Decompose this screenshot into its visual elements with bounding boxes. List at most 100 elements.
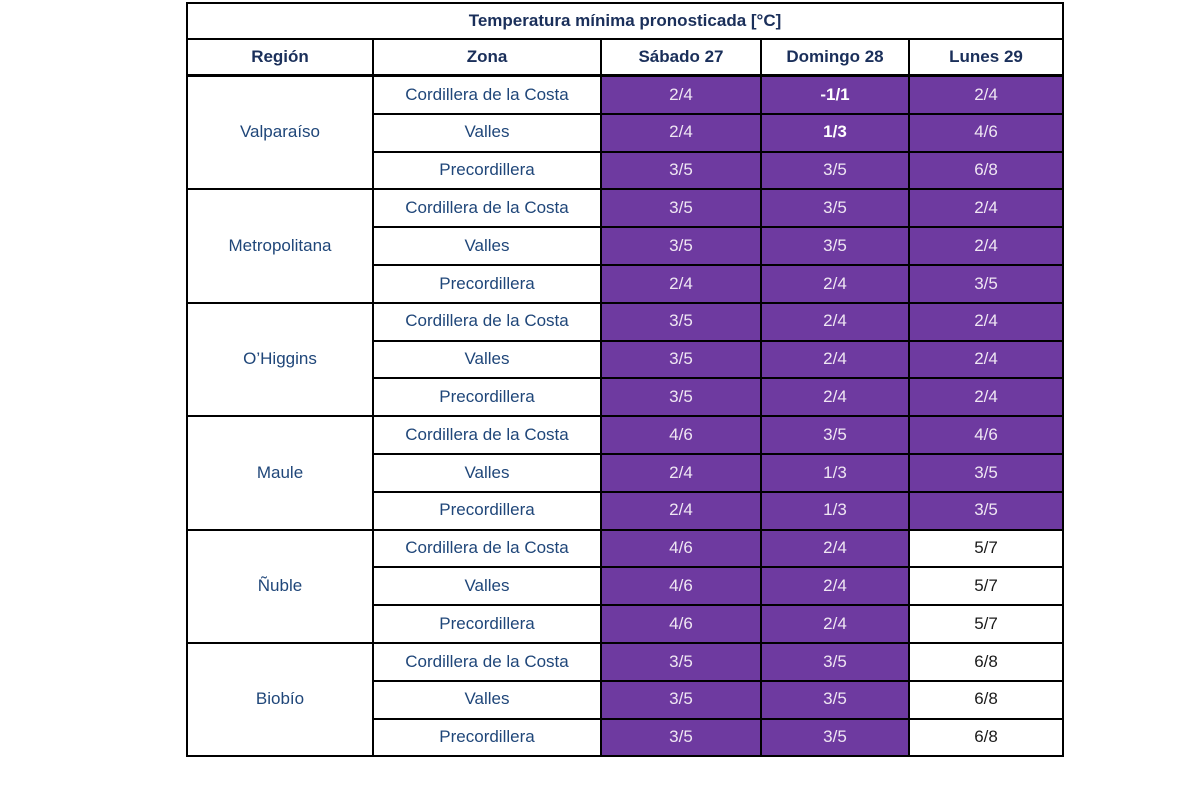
- table-header-row: Región Zona Sábado 27 Domingo 28 Lunes 2…: [186, 38, 1065, 77]
- zone-name: Precordillera: [372, 490, 602, 531]
- value-cell: 2/4: [907, 226, 1065, 266]
- value-cell: 2/4: [760, 566, 910, 607]
- column-header-lunes-29: Lunes 29: [907, 38, 1065, 77]
- zone-name: Cordillera de la Costa: [372, 641, 602, 682]
- value-cell: 2/4: [907, 188, 1065, 229]
- table-row: Precordillera 2/4 2/4 3/5: [187, 263, 1065, 304]
- value-cell: 3/5: [760, 415, 910, 455]
- value-cell: 3/5: [600, 301, 762, 342]
- value-cell: 3/5: [760, 226, 910, 266]
- value-cell: 4/6: [600, 604, 762, 644]
- table-title: Temperatura mínima pronosticada [°C]: [185, 2, 1065, 40]
- value-cell: 2/4: [760, 604, 910, 644]
- region-name-biobio: Biobío: [186, 641, 374, 758]
- zone-name: Cordillera de la Costa: [372, 301, 602, 342]
- table-row: Valles 3/5 3/5 2/4: [187, 226, 1065, 266]
- table-row: Valparaíso Cordillera de la Costa 2/4 -1…: [186, 74, 1065, 191]
- table-row: O’Higgins Cordillera de la Costa 3/5 2/4…: [186, 301, 1065, 418]
- table-row: Precordillera 2/4 1/3 3/5: [187, 490, 1065, 531]
- value-cell: 5/7: [907, 566, 1065, 607]
- region-name-valparaiso: Valparaíso: [186, 74, 374, 191]
- table-row: Valles 2/4 1/3 3/5: [187, 452, 1065, 493]
- value-cell: 3/5: [600, 641, 762, 682]
- value-cell: 3/5: [760, 188, 910, 229]
- region-name-nuble: Ñuble: [186, 528, 374, 644]
- value-cell: 3/5: [907, 452, 1065, 493]
- value-cell: 3/5: [600, 377, 762, 418]
- zone-name: Precordillera: [372, 604, 602, 644]
- value-cell: 3/5: [600, 150, 762, 191]
- value-cell: 6/8: [907, 150, 1065, 191]
- value-cell: 2/4: [600, 490, 762, 531]
- value-cell: 2/4: [760, 263, 910, 304]
- table-row: Metropolitana Cordillera de la Costa 3/5…: [186, 188, 1065, 304]
- value-cell: -1/1: [760, 74, 910, 115]
- table-row: Precordillera 3/5 3/5 6/8: [187, 150, 1065, 191]
- value-cell: 2/4: [760, 377, 910, 418]
- zone-name: Cordillera de la Costa: [372, 74, 602, 115]
- value-cell: 2/4: [760, 301, 910, 342]
- value-cell: 3/5: [760, 150, 910, 191]
- table-row: Valles 4/6 2/4 5/7: [187, 566, 1065, 607]
- value-cell: 3/5: [907, 263, 1065, 304]
- zone-name: Valles: [372, 679, 602, 720]
- zone-name: Valles: [372, 566, 602, 607]
- table-row: Maule Cordillera de la Costa 4/6 3/5 4/6: [186, 415, 1065, 531]
- value-cell: 2/4: [760, 528, 910, 569]
- value-cell: 4/6: [907, 415, 1065, 455]
- table-row: Valles 2/4 1/3 4/6: [187, 112, 1065, 153]
- table-row: Biobío Cordillera de la Costa 3/5 3/5 6/…: [186, 641, 1065, 758]
- value-cell: 4/6: [907, 112, 1065, 153]
- zone-name: Precordillera: [372, 377, 602, 418]
- value-cell: 2/4: [600, 74, 762, 115]
- value-cell: 2/4: [907, 74, 1065, 115]
- value-cell: 5/7: [907, 528, 1065, 569]
- value-cell: 6/8: [907, 641, 1065, 682]
- value-cell: 2/4: [907, 301, 1065, 342]
- zone-name: Precordillera: [372, 263, 602, 304]
- value-cell: 6/8: [907, 679, 1065, 720]
- value-cell: 2/4: [907, 339, 1065, 380]
- value-cell: 2/4: [600, 263, 762, 304]
- region-name-metropolitana: Metropolitana: [186, 188, 374, 304]
- value-cell: 1/3: [760, 452, 910, 493]
- column-header-region: Región: [186, 38, 374, 77]
- column-header-sabado-27: Sábado 27: [600, 38, 762, 77]
- table-row: Precordillera 3/5 2/4 2/4: [187, 377, 1065, 418]
- value-cell: 1/3: [760, 112, 910, 153]
- zone-name: Valles: [372, 112, 602, 153]
- value-cell: 3/5: [760, 641, 910, 682]
- region-name-ohiggins: O’Higgins: [186, 301, 374, 418]
- table-row: Valles 3/5 2/4 2/4: [187, 339, 1065, 380]
- column-header-domingo-28: Domingo 28: [760, 38, 910, 77]
- value-cell: 3/5: [600, 679, 762, 720]
- value-cell: 5/7: [907, 604, 1065, 644]
- value-cell: 3/5: [600, 226, 762, 266]
- zone-name: Precordillera: [372, 150, 602, 191]
- value-cell: 4/6: [600, 528, 762, 569]
- value-cell: 4/6: [600, 415, 762, 455]
- zone-name: Precordillera: [372, 717, 602, 758]
- value-cell: 2/4: [600, 112, 762, 153]
- value-cell: 6/8: [907, 717, 1065, 758]
- min-temperature-forecast-table: Temperatura mínima pronosticada [°C] Reg…: [185, 2, 1065, 758]
- zone-name: Valles: [372, 452, 602, 493]
- zone-name: Valles: [372, 226, 602, 266]
- region-name-maule: Maule: [186, 415, 374, 531]
- zone-name: Cordillera de la Costa: [372, 188, 602, 229]
- table-title-row: Temperatura mínima pronosticada [°C]: [185, 2, 1065, 40]
- value-cell: 3/5: [907, 490, 1065, 531]
- table-row: Precordillera 3/5 3/5 6/8: [187, 717, 1065, 758]
- value-cell: 4/6: [600, 566, 762, 607]
- zone-name: Cordillera de la Costa: [372, 415, 602, 455]
- table-row: Valles 3/5 3/5 6/8: [187, 679, 1065, 720]
- value-cell: 2/4: [760, 339, 910, 380]
- value-cell: 3/5: [600, 717, 762, 758]
- table-row: Ñuble Cordillera de la Costa 4/6 2/4 5/7: [186, 528, 1065, 644]
- zone-name: Valles: [372, 339, 602, 380]
- value-cell: 3/5: [760, 679, 910, 720]
- value-cell: 2/4: [907, 377, 1065, 418]
- table-row: Precordillera 4/6 2/4 5/7: [187, 604, 1065, 644]
- value-cell: 3/5: [760, 717, 910, 758]
